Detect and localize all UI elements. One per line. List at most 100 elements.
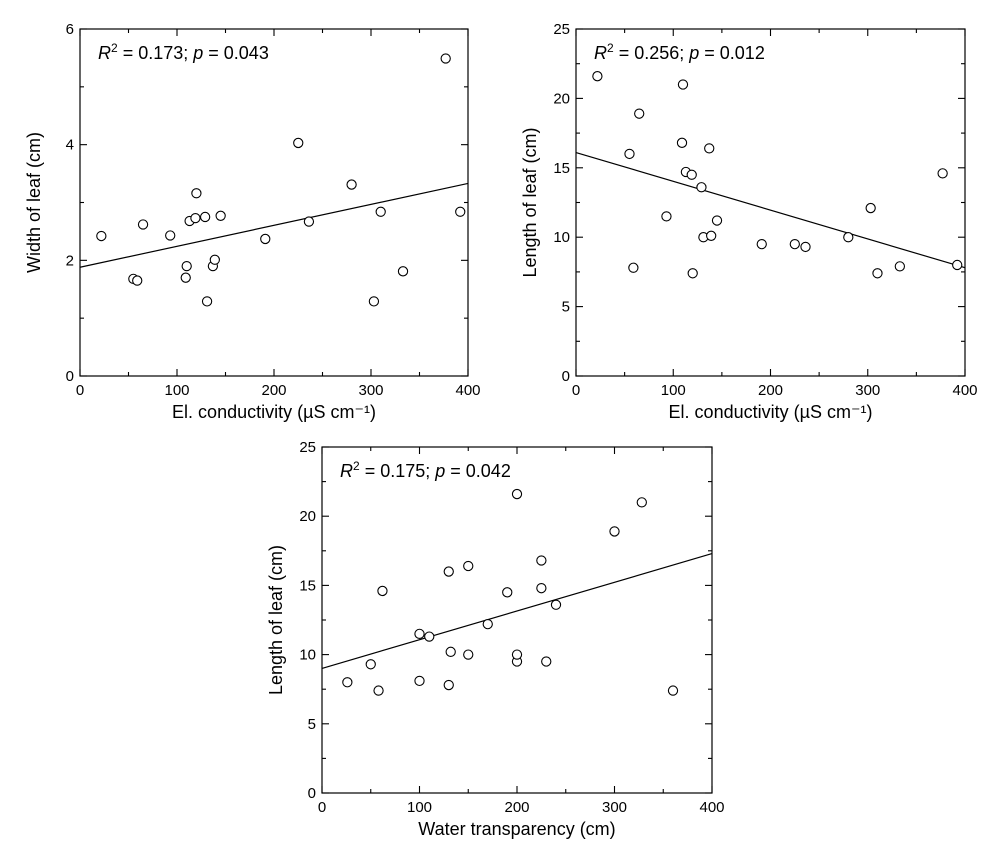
- data-point: [346, 179, 357, 190]
- data-point: [628, 262, 639, 273]
- x-axis-label: El. conductivity (µS cm⁻¹): [669, 402, 873, 422]
- x-tick-label: 0: [76, 382, 84, 399]
- data-point: [756, 238, 767, 250]
- plot-frame: [79, 28, 469, 377]
- data-point: [424, 631, 435, 642]
- data-point: [677, 79, 689, 90]
- data-point: [397, 266, 409, 277]
- data-point: [180, 272, 191, 283]
- y-tick-label: 10: [553, 229, 570, 246]
- data-point: [96, 230, 107, 242]
- x-tick-label: 200: [758, 382, 783, 399]
- panel-2: 0 100 200 300 400 0 5 10 15 20 25 El. conductivity …: [520, 21, 978, 422]
- data-point: [636, 497, 647, 508]
- data-point: [445, 646, 456, 657]
- data-point: [687, 268, 698, 279]
- data-point: [667, 685, 679, 696]
- data-point: [676, 137, 688, 148]
- data-point: [199, 211, 211, 223]
- data-point: [455, 206, 466, 217]
- x-tick-label: 400: [455, 382, 480, 399]
- y-tick-label: 10: [299, 647, 316, 664]
- stats-annotation: R2 = 0.173; p = 0.043: [98, 41, 269, 63]
- data-point: [260, 233, 271, 245]
- data-point: [634, 108, 645, 119]
- data-point: [536, 555, 547, 566]
- x-tick-label: 0: [572, 382, 580, 399]
- x-tick-label: 100: [164, 382, 189, 399]
- y-tick-label: 5: [308, 716, 316, 733]
- data-point: [661, 211, 672, 222]
- regression-line: [575, 151, 966, 269]
- stats-annotation: R2 = 0.175; p = 0.042: [340, 459, 511, 481]
- data-point: [463, 649, 474, 660]
- data-point: [377, 585, 388, 597]
- data-point: [511, 488, 523, 500]
- y-axis-label: Width of leaf (cm): [24, 132, 44, 273]
- y-tick-label: 0: [308, 785, 316, 802]
- x-tick-label: 100: [661, 382, 686, 399]
- data-point: [865, 202, 876, 214]
- data-point: [463, 560, 474, 572]
- data-point: [440, 53, 451, 64]
- data-point: [209, 254, 220, 265]
- data-point: [365, 659, 376, 670]
- x-tick-label: 300: [358, 382, 383, 399]
- data-point: [624, 148, 635, 160]
- data-point: [872, 268, 883, 279]
- data-point: [711, 215, 723, 226]
- x-tick-label: 0: [318, 799, 326, 816]
- y-tick-label: 20: [299, 508, 316, 525]
- panel-3: 0 100 200 300 400 0 5 10 15 20 25 Water transparenc…: [266, 439, 725, 839]
- y-tick-label: 20: [553, 90, 570, 107]
- data-point: [502, 587, 513, 598]
- data-point: [414, 628, 425, 639]
- data-point: [132, 275, 143, 286]
- data-point: [937, 168, 948, 179]
- data-point: [952, 259, 963, 271]
- data-point: [215, 210, 226, 221]
- data-point: [550, 599, 562, 610]
- data-point: [482, 619, 493, 630]
- data-point: [511, 649, 523, 660]
- regression-line: [321, 552, 713, 670]
- data-point: [375, 206, 386, 217]
- data-point: [609, 526, 620, 537]
- data-point: [303, 216, 315, 227]
- data-point: [443, 679, 454, 691]
- x-tick-label: 400: [952, 382, 977, 399]
- data-point: [201, 296, 213, 307]
- data-point: [293, 137, 304, 149]
- y-tick-label: 0: [562, 368, 570, 385]
- data-point: [368, 296, 380, 307]
- y-axis-label: Length of leaf (cm): [266, 545, 286, 695]
- data-point: [536, 583, 547, 594]
- y-axis-label: Length of leaf (cm): [520, 127, 540, 277]
- data-point: [541, 656, 552, 667]
- y-tick-label: 25: [299, 439, 316, 456]
- data-point: [373, 685, 384, 696]
- data-point: [704, 143, 715, 154]
- data-point: [342, 677, 353, 688]
- panel-1: 0 100 200 300 400 0 2 4 6 El. conductivity (µS cm…: [24, 21, 481, 422]
- y-tick-label: 0: [66, 368, 74, 385]
- plot-frame: [575, 28, 966, 377]
- x-tick-label: 200: [504, 799, 529, 816]
- data-point: [686, 169, 697, 180]
- regression-line: [79, 182, 469, 268]
- data-point: [706, 230, 717, 241]
- data-point: [592, 71, 603, 82]
- data-point: [800, 241, 811, 253]
- x-tick-label: 400: [699, 799, 724, 816]
- data-point: [789, 238, 800, 250]
- y-tick-label: 6: [66, 21, 74, 38]
- y-tick-label: 25: [553, 21, 570, 38]
- y-tick-label: 2: [66, 252, 74, 269]
- y-tick-label: 15: [299, 577, 316, 594]
- data-point: [190, 212, 201, 224]
- data-point: [443, 566, 454, 577]
- x-tick-label: 300: [855, 382, 880, 399]
- y-tick-label: 5: [562, 299, 570, 316]
- stats-annotation: R2 = 0.256; p = 0.012: [594, 41, 765, 63]
